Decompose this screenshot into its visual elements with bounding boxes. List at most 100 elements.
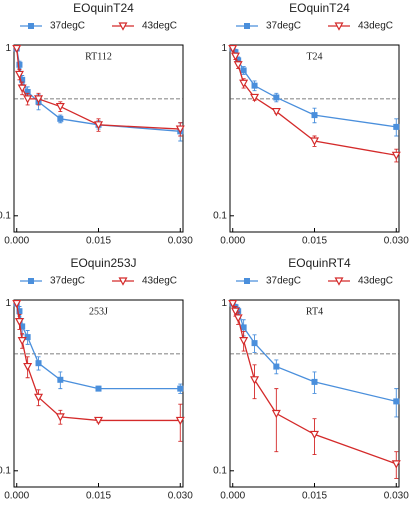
marker	[235, 57, 242, 64]
marker	[118, 277, 128, 286]
marker	[19, 76, 26, 83]
marker	[232, 49, 239, 56]
marker	[334, 22, 344, 31]
y-tick-label: 0.1	[213, 210, 227, 221]
marker	[35, 360, 42, 367]
marker	[57, 115, 64, 122]
y-tick-label: 1	[5, 298, 11, 309]
marker	[17, 84, 27, 93]
marker	[391, 151, 401, 161]
y-tick-label: 0.1	[0, 465, 11, 476]
marker	[23, 362, 33, 372]
marker	[228, 299, 238, 309]
marker	[251, 340, 258, 347]
marker	[55, 413, 65, 422]
marker	[239, 337, 249, 346]
marker	[230, 52, 240, 61]
marker	[239, 79, 249, 89]
marker	[244, 278, 250, 284]
marker	[175, 125, 185, 134]
x-tick-label: 0.030	[384, 491, 409, 500]
legend-label: 37degC	[266, 276, 301, 287]
marker	[28, 278, 34, 284]
marker	[250, 93, 260, 103]
marker	[177, 385, 184, 392]
x-tick-label: 0.000	[4, 491, 29, 500]
chart-title: EOquinT24	[73, 1, 134, 15]
x-tick-label: 0.000	[4, 236, 29, 247]
legend-label: 43degC	[358, 276, 393, 287]
marker	[19, 323, 26, 330]
marker	[271, 107, 281, 117]
subtitle: RT4	[306, 306, 323, 317]
marker	[93, 121, 104, 130]
x-tick-label: 0.015	[86, 491, 111, 500]
chart-title: EOquinRT4	[288, 256, 351, 270]
legend-label: 37degC	[50, 276, 85, 287]
subtitle: RT112	[85, 51, 112, 62]
panel: EOquinT24 RT112 37degC 43degC 0.1 1 0.000 0.015…	[0, 1, 193, 246]
marker	[233, 314, 243, 323]
marker	[118, 22, 128, 31]
legend-label: 37degC	[50, 21, 85, 32]
panel: EOquinT24 T24 37degC 43degC 0.1 1 0.000 0.015 0.…	[213, 1, 409, 246]
marker	[24, 334, 31, 341]
marker	[250, 376, 260, 385]
x-tick-label: 0.015	[302, 491, 327, 500]
marker	[251, 82, 258, 89]
legend-label: 37degC	[266, 21, 301, 32]
x-tick-label: 0.015	[86, 236, 111, 247]
marker	[34, 393, 44, 403]
x-tick-label: 0.000	[220, 491, 245, 500]
marker	[16, 308, 23, 315]
subtitle: T24	[306, 51, 322, 62]
panel: EOquin253J 253J 37degC 43degC 0.1 1 0.000 0.015…	[0, 256, 193, 501]
marker	[309, 430, 320, 440]
chart-title: EOquin253J	[70, 256, 136, 270]
y-tick-label: 1	[221, 298, 227, 309]
error-bar	[274, 388, 279, 453]
marker	[17, 337, 27, 346]
marker	[244, 23, 250, 29]
marker	[271, 409, 281, 419]
marker	[273, 363, 280, 370]
subtitle: 253J	[89, 306, 108, 317]
marker	[175, 416, 185, 426]
marker	[240, 324, 247, 331]
chart-title: EOquinT24	[289, 1, 350, 15]
marker	[95, 385, 102, 392]
marker	[14, 317, 24, 327]
marker	[334, 277, 344, 286]
marker	[12, 299, 22, 309]
marker	[228, 44, 238, 54]
y-tick-label: 0.1	[0, 210, 11, 221]
marker	[311, 112, 318, 119]
marker	[391, 460, 401, 469]
x-tick-label: 0.000	[220, 236, 245, 247]
y-tick-label: 1	[221, 43, 227, 54]
marker	[12, 44, 22, 54]
marker	[34, 95, 44, 104]
x-tick-label: 0.030	[168, 491, 193, 500]
marker	[93, 416, 104, 426]
marker	[393, 398, 400, 405]
marker	[393, 123, 400, 130]
marker	[230, 307, 240, 316]
plot-frame	[13, 44, 184, 233]
marker	[309, 137, 320, 146]
x-tick-label: 0.030	[384, 236, 409, 247]
marker	[273, 94, 280, 101]
marker	[55, 102, 65, 112]
legend-label: 43degC	[358, 21, 393, 32]
marker	[240, 67, 247, 74]
marker	[23, 95, 33, 104]
marker	[311, 378, 318, 385]
x-tick-label: 0.030	[168, 236, 193, 247]
marker	[14, 70, 24, 80]
marker	[24, 88, 31, 95]
plot-frame	[13, 299, 184, 488]
legend-label: 43degC	[142, 21, 177, 32]
panel: EOquinRT4 RT4 37degC 43degC 0.1 1 0.000 0.015 0.…	[213, 256, 409, 501]
marker	[28, 23, 34, 29]
